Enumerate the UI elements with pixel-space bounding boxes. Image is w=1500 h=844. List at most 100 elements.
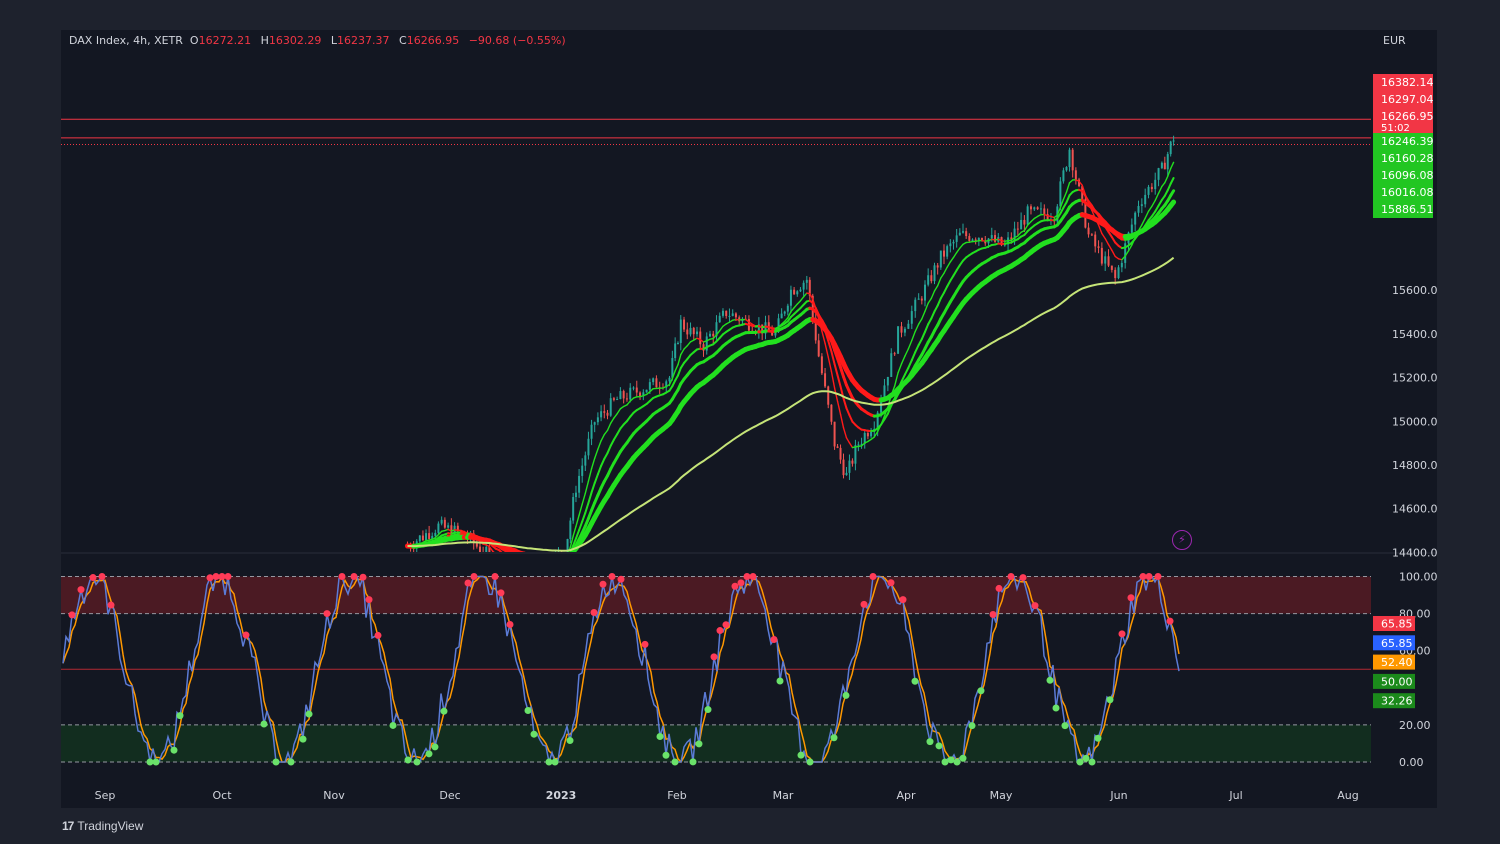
price-badge-label: 16160.28 (1381, 152, 1434, 165)
ma-ribbon-segment (784, 317, 789, 323)
chart-canvas[interactable]: 15600.00 15400.00 15200.00 15000.00 14800.00… (61, 30, 1437, 808)
currency-label[interactable]: EUR (1383, 34, 1406, 47)
candle-body (593, 422, 596, 425)
candle-body (1010, 237, 1013, 240)
candle-body (817, 340, 820, 357)
candle-body (655, 378, 658, 388)
oversold-dot (425, 750, 433, 758)
candle-body (910, 311, 913, 324)
time-tick-label: Aug (1337, 789, 1358, 802)
ma-ribbon-segment (613, 413, 618, 419)
ma-ribbon-segment (833, 363, 839, 377)
candle-body (886, 376, 889, 386)
candle-body (930, 275, 933, 282)
candle-body (761, 324, 764, 334)
ma-ribbon-segment (518, 557, 521, 558)
candle-body (1026, 206, 1029, 225)
ma-ribbon-segment (568, 555, 571, 558)
ma-ribbon-segment (1168, 199, 1177, 209)
ma-ribbon-segment (793, 303, 798, 309)
overbought-dot (224, 573, 232, 580)
ma-ribbon-segment (524, 559, 527, 561)
candle-body (1087, 227, 1090, 235)
ma-ribbon-segment (568, 553, 571, 558)
price-tick-label: 15600.00 (1392, 284, 1437, 297)
candle-body (949, 243, 952, 247)
ma-ribbon-segment (616, 427, 622, 436)
candle-body (946, 246, 949, 257)
ma-ribbon-segment (787, 310, 792, 319)
candle-body (600, 411, 603, 418)
overbought-dot (98, 573, 106, 580)
candle-body (689, 327, 692, 335)
candle-body (893, 353, 896, 355)
symbol-legend[interactable]: DAX Index, 4h, XETR O16272.21 H16302.29 … (69, 34, 566, 47)
overbought-dot (497, 589, 505, 597)
ma-ribbon-segment (952, 251, 958, 259)
tradingview-logo[interactable]: 17 TradingView (62, 819, 143, 833)
overbought-dot (338, 573, 346, 580)
ma-ribbon-segment (645, 390, 651, 396)
time-tick-label: Nov (323, 789, 345, 802)
oversold-dot (968, 722, 976, 730)
candle-body (529, 563, 531, 576)
ma-ribbon-segment (524, 568, 527, 570)
ma-ribbon-segment (668, 377, 674, 386)
candle-body (836, 446, 839, 448)
candle-body (1065, 167, 1068, 171)
osc-badge (1373, 673, 1415, 689)
candle-body (857, 444, 860, 446)
price-badge (1373, 91, 1433, 108)
oversold-dot (953, 758, 961, 766)
osc-tick-label: 20.00 (1399, 719, 1431, 732)
candle-body (668, 377, 671, 382)
oversold-dot (545, 758, 553, 766)
overbought-dot (722, 621, 730, 629)
overbought-dot (899, 596, 907, 604)
ma-ribbon-segment (578, 520, 584, 532)
ma-ribbon-segment (555, 561, 558, 562)
candle-body (619, 391, 622, 400)
oversold-dot (1082, 754, 1090, 762)
overbought-dot (359, 573, 367, 581)
candle-body (612, 398, 615, 400)
candle-body (876, 412, 879, 429)
lightning-icon[interactable]: ⚡ (1172, 530, 1192, 550)
candle-body (1068, 149, 1071, 168)
ma-ribbon-segment (900, 355, 906, 365)
ma-ribbon-segment (946, 279, 952, 288)
candle-body (805, 279, 808, 283)
oversold-dot (959, 754, 967, 762)
oversold-dot (689, 758, 697, 766)
candle-body (977, 238, 980, 241)
time-tick-label: Dec (439, 789, 460, 802)
oversold-dot (176, 712, 184, 720)
overbought-dot (107, 601, 115, 609)
candle-body (939, 250, 942, 268)
ma-ribbon-segment (600, 433, 605, 442)
ma-ribbon-segment (609, 438, 615, 447)
candle-body (757, 324, 760, 333)
candle-body (1140, 204, 1143, 206)
time-tick-label: Jun (1109, 789, 1127, 802)
chart-frame[interactable]: 15600.00 15400.00 15200.00 15000.00 14800.00… (61, 30, 1437, 808)
ma-ribbon-segment (497, 549, 503, 552)
price-badge-label: 16246.39 (1381, 135, 1434, 148)
candle-body (927, 275, 930, 285)
price-badge (1373, 184, 1433, 201)
candle-body (974, 239, 977, 241)
ma-ribbon-segment (515, 555, 518, 557)
oversold-dot (671, 758, 679, 766)
ma-ribbon-segment (802, 292, 808, 298)
candle-body (1071, 149, 1074, 171)
price-badge (1373, 150, 1433, 167)
ma-ribbon-segment (936, 297, 942, 307)
ma-ribbon-segment (534, 568, 537, 569)
ma-ribbon-segment (827, 339, 833, 353)
candle-body (548, 559, 550, 565)
ma-ribbon-segment (1056, 206, 1062, 216)
candle-body (854, 445, 857, 464)
candle-body (596, 417, 599, 423)
candle-body (645, 389, 648, 393)
ma-ribbon-segment (575, 514, 580, 528)
